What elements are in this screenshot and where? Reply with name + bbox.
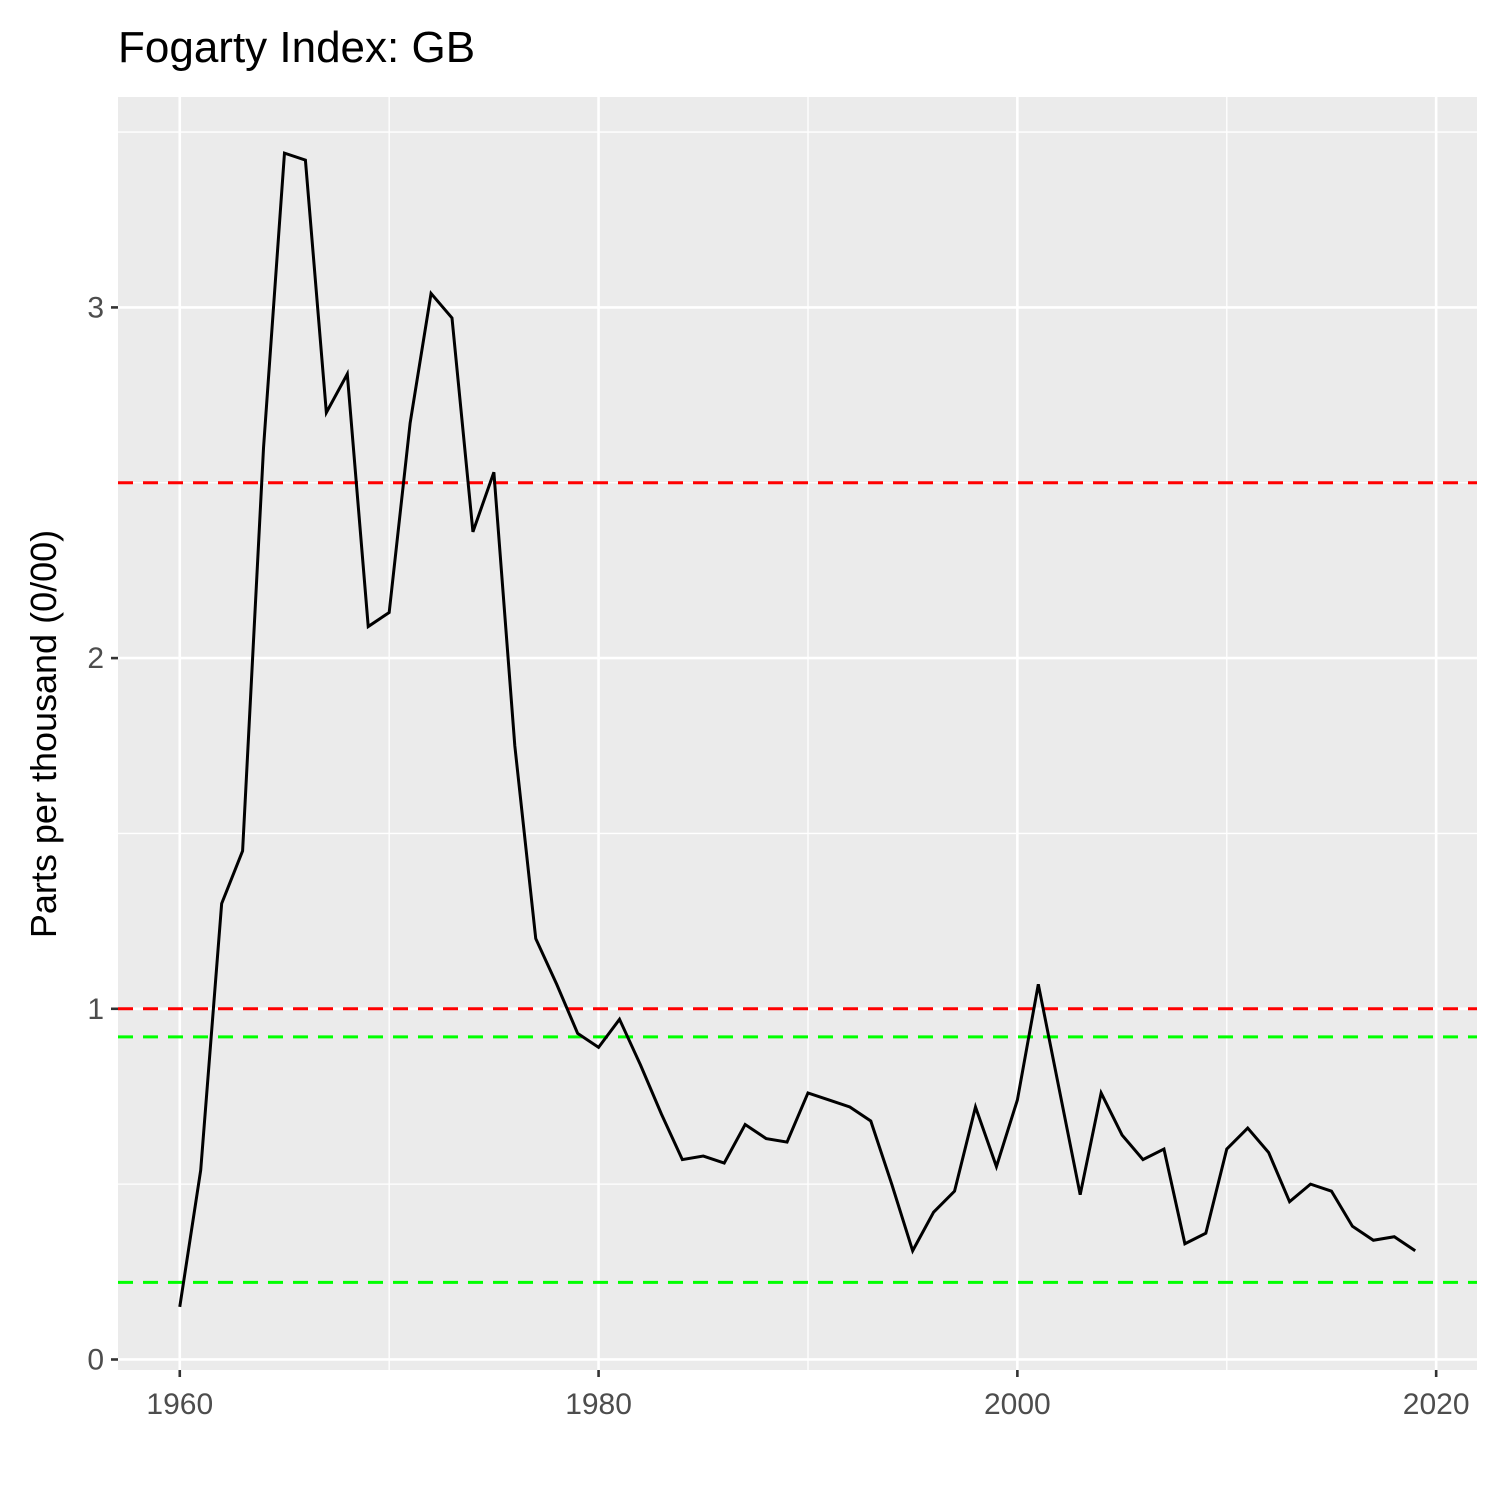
data-line	[178, 151, 1417, 1308]
y-tick-label: 1	[87, 993, 104, 1026]
chart-title: Fogarty Index: GB	[118, 23, 475, 72]
x-tick-label: 2000	[984, 1388, 1051, 1421]
x-tick-label: 2020	[1403, 1388, 1470, 1421]
x-tick-label: 1980	[565, 1388, 632, 1421]
y-tick-label: 2	[87, 642, 104, 675]
y-axis-label: Parts per thousand (0/00)	[23, 530, 64, 938]
x-tick-label: 1960	[146, 1388, 213, 1421]
panel	[118, 97, 1477, 1370]
y-tick-label: 3	[87, 291, 104, 324]
y-tick-label: 0	[87, 1343, 104, 1376]
